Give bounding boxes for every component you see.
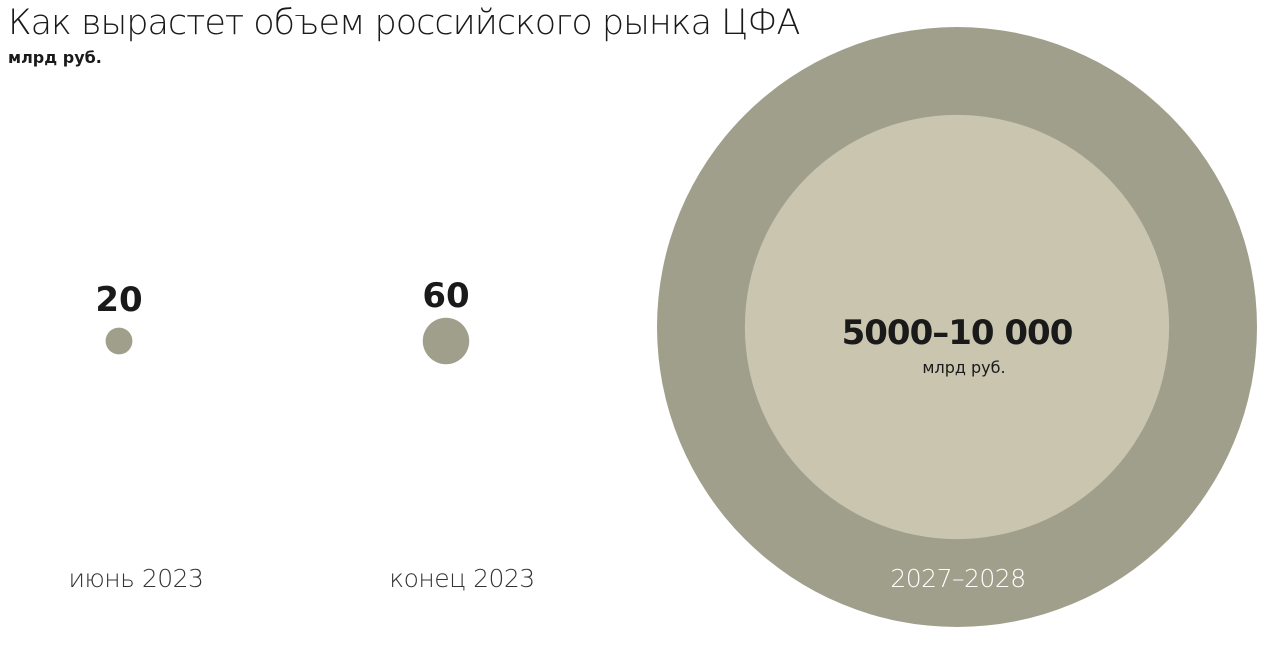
bubble-june-2023: [105, 327, 133, 355]
chart-subtitle: млрд руб.: [8, 48, 102, 67]
period-label-2027-2028: 2027–2028: [890, 564, 1025, 593]
bubble-end-2023: [422, 317, 470, 365]
period-label-june-2023: июнь 2023: [69, 564, 204, 593]
value-label-end-2023: 60: [422, 276, 469, 316]
unit-label-2027-2028: млрд руб.: [922, 358, 1005, 377]
bubble-range-lower: [744, 114, 1170, 540]
chart-title: Как вырастет объем российского рынка ЦФА: [8, 3, 800, 43]
value-label-2027-2028: 5000–10 000: [842, 313, 1073, 353]
period-label-end-2023: конец 2023: [389, 564, 534, 593]
value-label-june-2023: 20: [95, 280, 142, 320]
